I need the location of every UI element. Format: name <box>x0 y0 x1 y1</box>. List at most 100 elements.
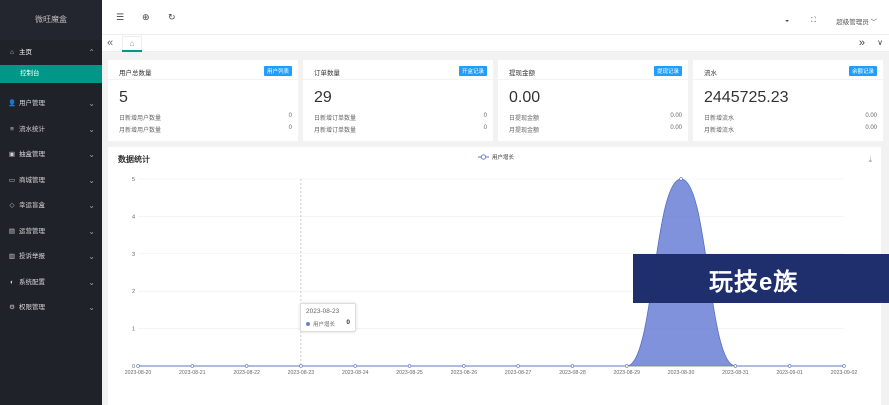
x-tick-label: 2023-09-01 <box>776 370 803 376</box>
card-title: 订单数量 <box>314 70 340 77</box>
series-line <box>137 178 844 367</box>
sidebar-item-label: 商城管理 <box>19 176 45 184</box>
gear-icon: ⚙ <box>9 304 15 311</box>
card-row-value: 0 <box>288 113 292 119</box>
sidebar-item[interactable]: ≡ 流水统计 ⌄ <box>0 117 102 143</box>
x-tick-label: 2023-08-20 <box>125 370 152 376</box>
y-tick-label: 3 <box>132 252 135 258</box>
gift-icon: ◇ <box>9 202 15 209</box>
data-point <box>136 364 140 368</box>
x-tick-label: 2023-09-02 <box>831 370 858 376</box>
chart-svg: 0 1 2 3 4 5 2023-08-20 2023-08-21 2023-08-22 2023… <box>125 153 858 376</box>
card-row-value: 0.00 <box>670 113 682 119</box>
chevron-up-icon: ⌃ <box>88 48 95 57</box>
card-stat-row: 日新增流水 0.00 <box>704 113 877 122</box>
theme-icon[interactable]: ◒ <box>785 17 790 24</box>
card-value: 29 <box>314 89 332 106</box>
card-stat-row: 日新增订单数量 0 <box>314 113 487 122</box>
sidebar-item[interactable]: ⚙ 权限管理 ⌄ <box>0 295 102 321</box>
tabs-dropdown-icon[interactable]: ∨ <box>877 38 883 47</box>
card-title: 流水 <box>704 70 717 77</box>
list-icon: ≡ <box>10 125 14 133</box>
card-row-label: 日提现金额 <box>509 116 540 122</box>
sidebar-item-label: 运营管理 <box>19 227 45 235</box>
data-point <box>244 364 249 368</box>
tabs-scroll-left-icon[interactable]: « <box>107 37 114 49</box>
card-row-label: 月提现金额 <box>509 128 540 134</box>
box-icon: ▣ <box>8 151 16 158</box>
user-name: 超级管理员 <box>836 19 869 26</box>
data-point <box>353 364 357 368</box>
data-point <box>190 364 195 368</box>
card-link-badge[interactable]: 用户列表 <box>263 66 292 76</box>
tooltip-value: 0 <box>346 319 350 326</box>
card-divider <box>498 79 688 80</box>
download-icon[interactable]: ⤓ <box>868 155 872 164</box>
top-header: ☰ ⊕ ↻ ◒ ⛶ 超级管理员 ﹀ <box>102 0 889 35</box>
sidebar-item[interactable]: ◇ 幸运盲盒 ⌄ <box>0 193 102 219</box>
x-tick-label: 2023-08-24 <box>342 370 369 376</box>
chevron-down-icon: ⌄ <box>88 252 95 261</box>
sidebar-item-label: 用户管理 <box>19 100 45 107</box>
user-menu[interactable]: 超级管理员 ﹀ <box>836 16 877 26</box>
tab-home[interactable]: ⌂ <box>122 36 142 52</box>
sidebar-item[interactable]: ▭ 商城管理 ⌄ <box>0 168 102 194</box>
tooltip-date: 2023-08-23 <box>306 308 340 315</box>
refresh-icon[interactable]: ↻ <box>168 12 176 22</box>
report-icon: ▥ <box>8 253 16 260</box>
sidebar-item[interactable]: ▣ 抽盒管理 ⌄ <box>0 142 102 168</box>
card-divider <box>303 79 493 80</box>
sidebar-item-label: 抽盒管理 <box>19 151 45 158</box>
tabs-scroll-right-icon[interactable]: » <box>858 37 865 49</box>
sidebar-item[interactable]: ▥ 投诉举报 ⌄ <box>0 244 102 270</box>
sidebar-item-label: 投诉举报 <box>19 253 45 260</box>
data-point <box>625 364 629 368</box>
x-tick-label: 2023-08-29 <box>613 370 640 376</box>
sidebar-item[interactable]: ◐ 系统配置 ⌄ <box>0 270 102 296</box>
fullscreen-icon[interactable]: ⛶ <box>811 17 816 24</box>
card-stat-row: 月提现金额 0.00 <box>509 125 682 134</box>
home-icon: ⌂ <box>129 39 135 48</box>
data-point <box>299 364 303 368</box>
card-link-badge[interactable]: 提现记录 <box>653 66 682 76</box>
chevron-down-icon: ⌄ <box>88 175 95 185</box>
sidebar: 微旺魔盒 ⌂ 主页 ⌃ 控制台 👤 用户管理 ⌄ ≡ 流水统计 ⌄ ▣ 抽盒管理 ⌄ ▭ 商城管理 ⌄ ◇… <box>0 0 102 405</box>
tab-bar: « ⌂ » ∨ <box>102 35 889 52</box>
chevron-down-icon: ⌄ <box>88 226 95 236</box>
y-tick-label: 0 <box>132 364 135 370</box>
card-row-label: 日新增用户数量 <box>119 116 162 122</box>
card-stat-row: 日提现金额 0.00 <box>509 113 682 122</box>
x-tick-label: 2023-08-31 <box>722 370 749 376</box>
chart-tooltip: 2023-08-23 用户增长 0 <box>300 303 356 332</box>
card-link-badge[interactable]: 开盒记录 <box>458 66 487 76</box>
sidebar-item-label: 权限管理 <box>19 304 45 311</box>
chevron-down-icon: ⌄ <box>88 124 95 134</box>
card-row-label: 日新增订单数量 <box>314 116 357 122</box>
chevron-down-icon: ⌄ <box>88 150 95 159</box>
layers-icon: ▤ <box>8 227 16 235</box>
card-link-badge[interactable]: 余额记录 <box>848 66 877 76</box>
card-row-label: 日新增流水 <box>704 116 735 122</box>
chevron-down-icon: ⌄ <box>88 201 95 210</box>
y-tick-label: 2 <box>132 289 135 295</box>
tooltip-series-name: 用户增长 <box>313 321 336 328</box>
legend-marker <box>480 154 487 160</box>
card-stat-row: 月新增订单数量 0 <box>314 125 487 134</box>
sidebar-item-home[interactable]: ⌂ 主页 ⌃ <box>0 42 102 64</box>
x-tick-label: 2023-08-23 <box>288 370 315 376</box>
stat-card: 订单数量 开盒记录 29 日新增订单数量 0 月新增订单数量 0 <box>303 60 493 141</box>
data-point <box>516 364 520 368</box>
menu-toggle-icon[interactable]: ☰ <box>116 12 125 22</box>
data-point <box>570 364 575 368</box>
x-tick-label: 2023-08-22 <box>233 370 260 376</box>
card-row-label: 月新增订单数量 <box>314 128 357 134</box>
card-row-value: 0.00 <box>865 113 877 119</box>
sidebar-item-dashboard[interactable]: 控制台 <box>0 65 102 83</box>
chevron-down-icon: ⌄ <box>88 99 95 108</box>
globe-icon[interactable]: ⊕ <box>142 12 150 22</box>
stat-card: 提现金额 提现记录 0.00 日提现金额 0.00 月提现金额 0.00 <box>498 60 688 141</box>
sidebar-item[interactable]: 👤 用户管理 ⌄ <box>0 91 102 117</box>
sidebar-item[interactable]: ▤ 运营管理 ⌄ <box>0 219 102 245</box>
card-stat-row: 月新增用户数量 0 <box>119 125 292 134</box>
y-tick-label: 5 <box>132 177 135 183</box>
